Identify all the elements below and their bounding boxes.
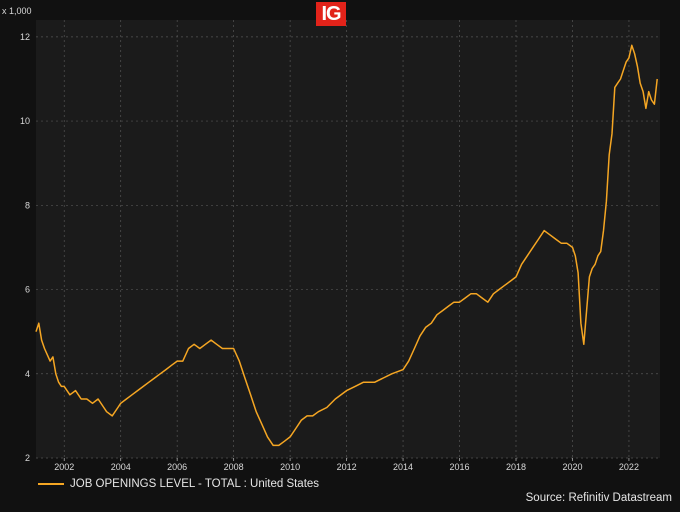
y-axis: 2 4 6 8 10 12 (20, 32, 30, 463)
y-tick-label: 10 (20, 116, 30, 126)
y-unit-label: x 1,000 (2, 6, 32, 16)
source-note: Source: Refinitiv Datastream (525, 492, 672, 504)
x-tick-label: 2016 (450, 462, 470, 472)
legend-swatch (38, 483, 64, 485)
x-tick-label: 2010 (280, 462, 300, 472)
x-axis: 2002 2004 2006 2008 2010 2012 2014 2016 2018 2020… (54, 458, 639, 472)
y-tick-label: 6 (25, 285, 30, 295)
x-tick-label: 2022 (619, 462, 639, 472)
series-layer (35, 44, 658, 447)
legend: JOB OPENINGS LEVEL - TOTAL : United Stat… (38, 478, 319, 490)
series-line-0 (35, 44, 658, 447)
y-tick-label: 4 (25, 369, 30, 379)
x-tick-label: 2012 (337, 462, 357, 472)
legend-label: JOB OPENINGS LEVEL - TOTAL : United Stat… (70, 478, 320, 490)
y-tick-label: 2 (25, 453, 30, 463)
x-tick-label: 2020 (562, 462, 582, 472)
y-tick-label: 12 (20, 32, 30, 42)
y-tick-label: 8 (25, 200, 30, 210)
ig-logo: IG (316, 2, 346, 26)
gridlines (36, 20, 660, 459)
x-tick-label: 2008 (224, 462, 244, 472)
x-tick-label: 2002 (54, 462, 74, 472)
plot-area (36, 20, 660, 458)
x-tick-label: 2014 (393, 462, 413, 472)
x-tick-label: 2006 (167, 462, 187, 472)
x-tick-label: 2018 (506, 462, 526, 472)
x-tick-label: 2004 (111, 462, 131, 472)
